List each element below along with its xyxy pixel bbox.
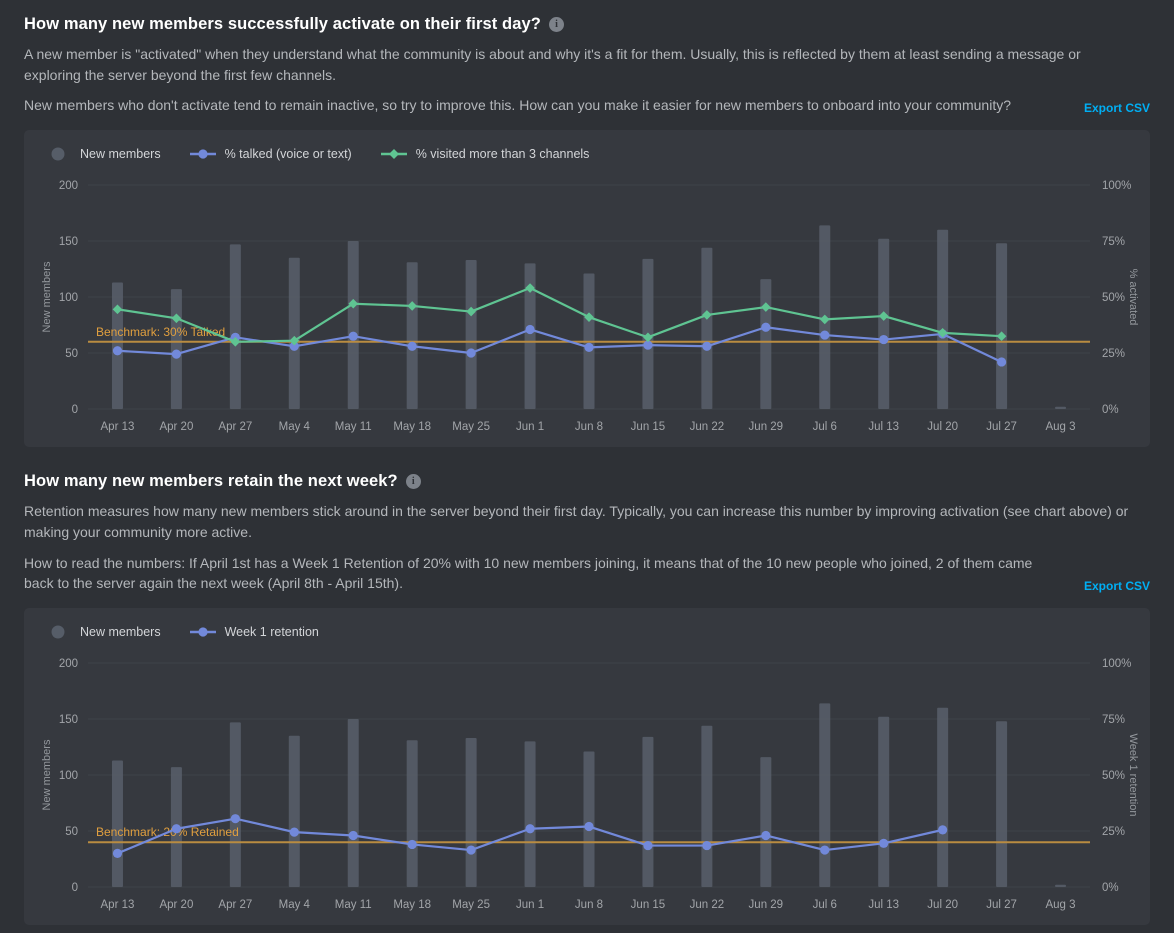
svg-text:Jul 27: Jul 27	[986, 421, 1017, 433]
svg-text:75%: 75%	[1102, 236, 1125, 248]
activation-description-row: New members who don't activate tend to r…	[24, 85, 1150, 116]
activation-title-row: How many new members successfully activa…	[24, 15, 1150, 34]
svg-text:50%: 50%	[1102, 770, 1125, 782]
svg-text:0: 0	[72, 404, 78, 416]
retention-description-row: How to read the numbers: If April 1st ha…	[24, 543, 1150, 594]
legend-item: Week 1 retention	[189, 625, 319, 639]
info-icon[interactable]: i	[405, 474, 421, 490]
svg-text:Apr 27: Apr 27	[218, 899, 252, 911]
svg-text:Jun 15: Jun 15	[631, 899, 666, 911]
svg-text:Jul 13: Jul 13	[868, 899, 899, 911]
retention-chart: 0 0% 50 25% 100 50% 150 75% 200 100% Apr 13 Apr 20 A…	[41, 658, 1139, 911]
legend-label: % visited more than 3 channels	[415, 147, 590, 162]
legend-item: New members	[44, 147, 161, 161]
activation-chart-legend: New members % talked (voice or text) % vis…	[24, 143, 1150, 165]
legend-line-marker-icon	[380, 149, 407, 160]
svg-text:200: 200	[59, 180, 78, 192]
retention-chart-legend: New members Week 1 retention	[24, 621, 1150, 643]
svg-text:Apr 20: Apr 20	[159, 899, 193, 911]
svg-text:Apr 27: Apr 27	[218, 421, 252, 433]
svg-text:% activated: % activated	[1127, 269, 1139, 326]
svg-text:25%: 25%	[1102, 826, 1125, 838]
retention-title-row: How many new members retain the next wee…	[24, 472, 1150, 491]
retention-section: How many new members retain the next wee…	[24, 472, 1150, 926]
svg-text:Jun 1: Jun 1	[516, 899, 544, 911]
svg-text:0%: 0%	[1102, 882, 1119, 894]
info-icon[interactable]: i	[548, 17, 564, 32]
svg-text:May 11: May 11	[335, 899, 372, 911]
svg-text:50: 50	[65, 348, 78, 360]
svg-text:Jul 27: Jul 27	[986, 899, 1017, 911]
svg-text:50: 50	[65, 826, 78, 838]
export-csv-link[interactable]: Export CSV	[1083, 579, 1150, 594]
svg-text:100%: 100%	[1102, 180, 1131, 192]
legend-item: % visited more than 3 channels	[380, 147, 590, 162]
svg-text:Jun 8: Jun 8	[575, 899, 603, 911]
legend-label: % talked (voice or text)	[224, 147, 352, 162]
svg-text:May 4: May 4	[279, 421, 311, 433]
svg-text:May 4: May 4	[279, 899, 311, 911]
svg-text:Jul 20: Jul 20	[927, 899, 958, 911]
svg-text:Jun 15: Jun 15	[631, 421, 666, 433]
activation-chart-panel: New members % talked (voice or text) % vis…	[24, 130, 1150, 448]
svg-text:Jul 20: Jul 20	[927, 421, 958, 433]
retention-section-title: How many new members retain the next wee…	[24, 472, 398, 491]
legend-bar-swatch-icon	[51, 625, 65, 639]
svg-text:Jun 29: Jun 29	[749, 899, 784, 911]
svg-text:Jul 6: Jul 6	[813, 899, 837, 911]
retention-chart-panel: New members Week 1 retention 0 0% 50 25% 100 5…	[24, 608, 1150, 926]
svg-text:100: 100	[59, 292, 78, 304]
activation-section-title: How many new members successfully activa…	[24, 15, 541, 33]
svg-text:May 25: May 25	[452, 899, 490, 911]
svg-text:100%: 100%	[1102, 658, 1131, 670]
activation-description: A new member is "activated" when they un…	[24, 46, 1081, 83]
svg-text:200: 200	[59, 658, 78, 670]
export-csv-link[interactable]: Export CSV	[1083, 101, 1150, 116]
legend-label: New members	[80, 147, 161, 162]
svg-text:Apr 13: Apr 13	[101, 421, 135, 433]
svg-text:0%: 0%	[1102, 404, 1119, 416]
legend-item: New members	[44, 625, 161, 639]
legend-label: Week 1 retention	[224, 625, 319, 640]
legend-bar-swatch-icon	[51, 147, 65, 161]
svg-text:May 25: May 25	[452, 421, 490, 433]
svg-text:75%: 75%	[1102, 714, 1125, 726]
svg-text:150: 150	[59, 236, 78, 248]
activation-chart: 0 0% 50 25% 100 50% 150 75% 200 100% Apr 13 Apr 20 A…	[41, 180, 1139, 433]
svg-text:Benchmark: 30% Talked: Benchmark: 30% Talked	[96, 325, 225, 339]
svg-text:Jun 22: Jun 22	[690, 421, 725, 433]
svg-text:Jul 6: Jul 6	[813, 421, 837, 433]
svg-text:New members: New members	[41, 739, 53, 810]
svg-text:May 18: May 18	[393, 899, 431, 911]
svg-text:25%: 25%	[1102, 348, 1125, 360]
legend-line-marker-icon	[189, 149, 216, 159]
svg-text:100: 100	[59, 770, 78, 782]
activation-section: How many new members successfully activa…	[24, 15, 1150, 448]
legend-line-marker-icon	[189, 627, 216, 637]
svg-text:Aug 3: Aug 3	[1045, 899, 1075, 911]
retention-description: Retention measures how many new members …	[24, 503, 1129, 540]
legend-label: New members	[80, 625, 161, 640]
svg-text:Jun 29: Jun 29	[749, 421, 784, 433]
svg-text:150: 150	[59, 714, 78, 726]
svg-text:Jun 1: Jun 1	[516, 421, 544, 433]
svg-text:Jun 22: Jun 22	[690, 899, 725, 911]
svg-text:New members: New members	[41, 261, 53, 332]
legend-item: % talked (voice or text)	[189, 147, 352, 161]
svg-text:Week 1 retention: Week 1 retention	[1127, 734, 1139, 817]
svg-text:50%: 50%	[1102, 292, 1125, 304]
svg-text:May 18: May 18	[393, 421, 431, 433]
svg-text:May 11: May 11	[335, 421, 372, 433]
svg-text:Jul 13: Jul 13	[868, 421, 899, 433]
retention-how-to-read: How to read the numbers: If April 1st ha…	[24, 554, 1033, 592]
activation-question: New members who don't activate tend to r…	[24, 97, 1011, 114]
svg-text:Jun 8: Jun 8	[575, 421, 603, 433]
svg-text:0: 0	[72, 882, 78, 894]
svg-text:Aug 3: Aug 3	[1045, 421, 1075, 433]
section-divider-gap	[24, 447, 1150, 469]
svg-text:Apr 20: Apr 20	[159, 421, 193, 433]
svg-text:Apr 13: Apr 13	[101, 899, 135, 911]
